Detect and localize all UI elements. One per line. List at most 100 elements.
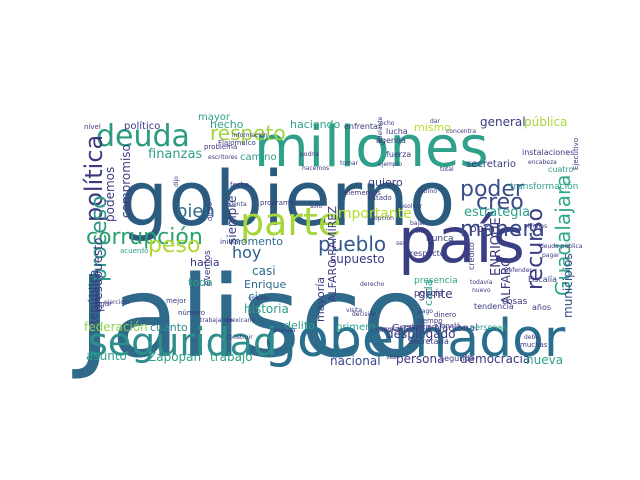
word-respecto: respecto [410, 249, 445, 258]
word-credito: crédito [466, 242, 476, 270]
word-total: total [440, 166, 454, 173]
word-bien: bien [176, 201, 215, 222]
word-vivimos: vivimos [524, 223, 547, 230]
word-cinco: cinco [248, 290, 279, 304]
word-republica: República [87, 269, 101, 328]
word-peso: peso [148, 233, 200, 258]
word-bajar: bajar [410, 220, 426, 227]
word-dijo: dijo [173, 176, 180, 187]
word-programa: programa [260, 199, 294, 207]
word-municipios: municipios [561, 253, 575, 318]
word-cuenta: cuenta [226, 201, 247, 208]
word-importante: importante [334, 206, 412, 222]
word-concentra: concentra [446, 128, 476, 135]
word-obra: obra [470, 222, 495, 235]
word-gente: gente [418, 287, 453, 301]
word-reduccion: reducción [402, 323, 436, 331]
word-pago: pago [418, 308, 433, 315]
word-defender: Defender [504, 267, 532, 274]
word-millones: millones [254, 115, 489, 180]
word-dinero: dinero [434, 311, 456, 319]
word-alfaro: ALFARO [499, 257, 513, 304]
word-gobierno: gobierno [120, 154, 455, 243]
word-tendencia: tendencia [474, 302, 514, 311]
word-gobernador: gobernador [264, 309, 566, 369]
word-decision: decisión [352, 311, 377, 318]
word-derecho: derecho [360, 281, 385, 288]
word-cosas: cosas [502, 297, 528, 307]
word-federacion: federación [84, 320, 148, 334]
word-flajomulco: Flajomulco [218, 139, 256, 147]
word-problema: problema [204, 143, 237, 151]
word-pais: país [398, 204, 525, 277]
word-solo: solo [412, 228, 424, 235]
word-guadalajara: Guadalajara [551, 175, 575, 296]
word-opcion: opción [374, 215, 394, 222]
word-anos: años [532, 303, 551, 312]
word-pueblo: pueblo [318, 232, 386, 256]
word-trabajo: trabajo [210, 350, 253, 364]
word-zapopan: Zapopan [148, 350, 201, 364]
word-desplegado: desplegado [386, 327, 456, 341]
word-ejemplo: ejemplo [378, 161, 402, 168]
word-respeto: respeto [210, 121, 286, 145]
word-eventos: eventos [203, 250, 213, 286]
word-democracia: democracia [460, 352, 530, 366]
word-mayor: mayor [198, 112, 231, 123]
word-parte: parte [240, 200, 341, 244]
word-siempre: siempre [225, 196, 239, 244]
word-escritores: escritores [208, 154, 237, 161]
word-acuerdo: acuerdo [120, 247, 148, 255]
word-enrique: ENRIQUE [489, 217, 504, 276]
word-proceso: proceso [87, 195, 112, 282]
word-politica: política [80, 135, 108, 222]
word-tiempo: tiempo [418, 317, 443, 325]
word-verdad: verdad [380, 326, 401, 333]
word-politico: político [124, 120, 160, 132]
word-primero: primero [336, 322, 375, 333]
word-creo: creo [476, 190, 524, 215]
word-hecho: hecho [210, 118, 244, 131]
word-nueva: nueva [526, 353, 563, 367]
word-lugar: lugar [94, 300, 112, 308]
word-seguridad: seguridad [88, 320, 277, 364]
word-encabeza: encabeza [528, 159, 557, 166]
word-recurso: recurso [523, 208, 548, 290]
word-enfrentar: enfrentar [344, 122, 382, 131]
word-cada: cada [422, 279, 435, 306]
word-transformacion: transformación [510, 181, 578, 192]
word-segunda: segunda [440, 354, 474, 363]
word-solo: sólo [310, 203, 322, 210]
word-trabajando: trabajando [200, 317, 233, 324]
word-hacia: hacia [190, 256, 220, 269]
word-construir: construir [226, 334, 253, 341]
word-podemos: podemos [103, 167, 117, 222]
word-nivel: nivel [84, 123, 101, 131]
word-manera: manera [460, 217, 545, 242]
word-hoy: hoy [232, 243, 261, 262]
word-corrupcion: corrupción [86, 225, 203, 250]
word-resolver: resolver [398, 203, 423, 210]
word-general: general [480, 115, 526, 129]
word-adelante: adelante [377, 116, 384, 143]
word-ultimo: último [418, 188, 437, 195]
word-debe: debe [524, 334, 539, 341]
word-pagar: pagar [542, 252, 560, 259]
word-medio: medio [250, 295, 269, 302]
word-elementos: elementos [344, 189, 381, 197]
word-interes: interés [370, 327, 391, 334]
word-iniciar: iniciar [220, 238, 241, 246]
word-compromiso: compromiso [119, 144, 133, 218]
word-estrategia: estrategia [464, 205, 530, 220]
word-momento: momento [230, 235, 283, 248]
word-haciendo: haciendo [290, 118, 341, 131]
word-mexicano: mexicano [226, 317, 255, 324]
word-policia: policía [414, 289, 443, 299]
word-secretario: secretario [466, 159, 516, 170]
word-quiero: quiero [368, 176, 403, 189]
word-casi: casi [252, 264, 276, 278]
word-vez: vez [386, 354, 396, 361]
word-enrique: Enrique [244, 278, 286, 291]
word-alfaro-ramirez: ALFARO RAMÍREZ [326, 206, 339, 302]
word-instalaciones: instalaciones [522, 148, 574, 157]
